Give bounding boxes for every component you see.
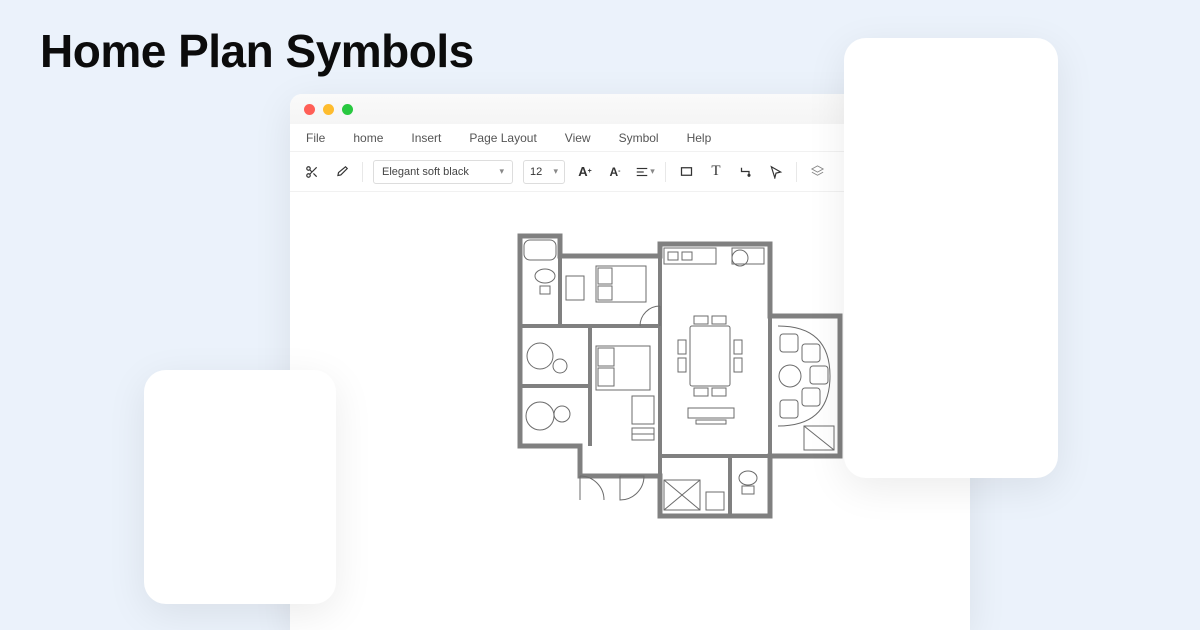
floorplan-diagram — [400, 216, 860, 556]
menu-symbol[interactable]: Symbol — [619, 131, 659, 145]
divider — [665, 162, 666, 182]
menu-insert[interactable]: Insert — [411, 131, 441, 145]
cut-icon[interactable] — [302, 162, 322, 182]
cursor-tool-icon[interactable] — [766, 162, 786, 182]
decorative-card-right — [844, 38, 1058, 478]
font-size-value: 12 — [530, 166, 542, 178]
traffic-close-icon[interactable] — [304, 104, 315, 115]
font-size-select[interactable]: 12 ▾ — [523, 160, 565, 184]
connector-tool-icon[interactable] — [736, 162, 756, 182]
chevron-down-icon: ▾ — [650, 166, 655, 177]
divider — [362, 162, 363, 182]
align-icon[interactable]: ▾ — [635, 162, 655, 182]
menu-help[interactable]: Help — [687, 131, 712, 145]
menu-file[interactable]: File — [306, 131, 325, 145]
chevron-down-icon: ▾ — [553, 166, 558, 177]
menu-page-layout[interactable]: Page Layout — [469, 131, 536, 145]
divider — [796, 162, 797, 182]
menu-home[interactable]: home — [353, 131, 383, 145]
decrease-font-icon[interactable]: A- — [605, 162, 625, 182]
traffic-minimize-icon[interactable] — [323, 104, 334, 115]
menu-view[interactable]: View — [565, 131, 591, 145]
text-tool-icon[interactable]: T — [706, 162, 726, 182]
decorative-card-left — [144, 370, 336, 604]
font-family-value: Elegant soft black — [382, 166, 469, 178]
layers-icon[interactable] — [807, 162, 827, 182]
increase-font-icon[interactable]: A+ — [575, 162, 595, 182]
rectangle-tool-icon[interactable] — [676, 162, 696, 182]
traffic-zoom-icon[interactable] — [342, 104, 353, 115]
format-painter-icon[interactable] — [332, 162, 352, 182]
chevron-down-icon: ▾ — [499, 166, 504, 177]
font-family-select[interactable]: Elegant soft black ▾ — [373, 160, 513, 184]
page-title: Home Plan Symbols — [40, 24, 474, 78]
